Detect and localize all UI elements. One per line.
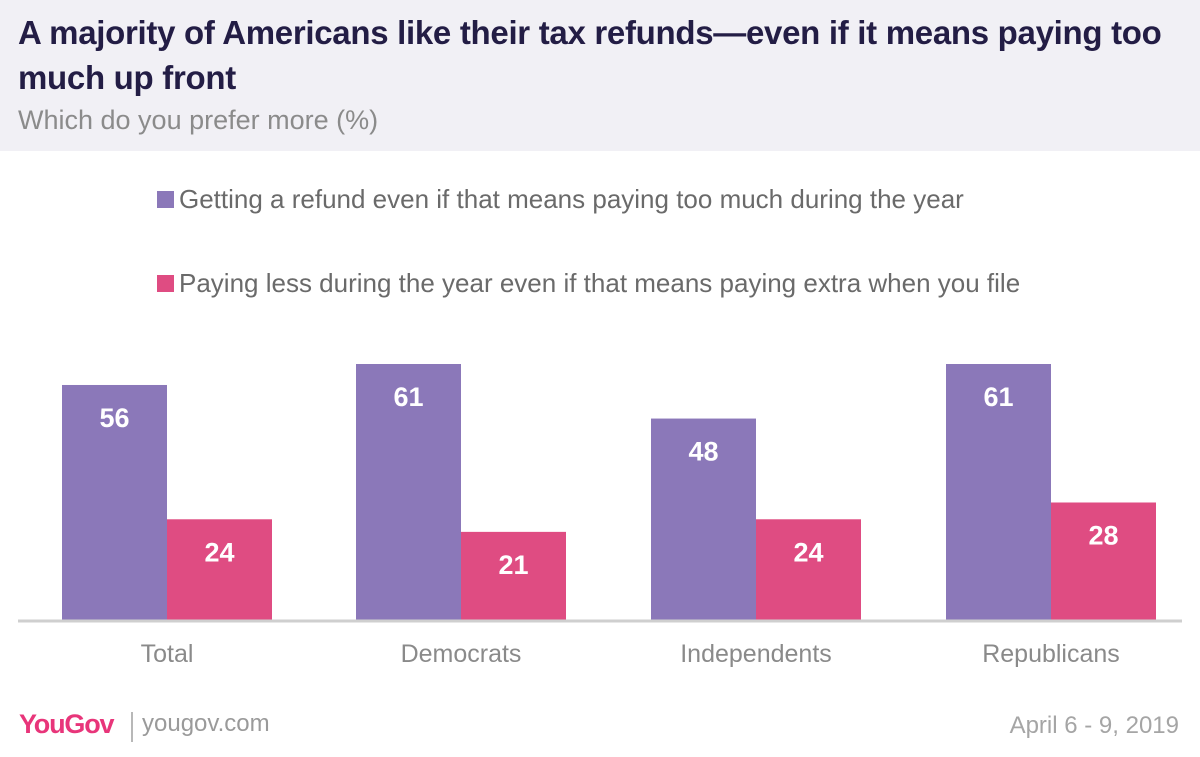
bar-republicans-series-1 bbox=[946, 364, 1051, 620]
legend-label-refund: Getting a refund even if that means payi… bbox=[179, 184, 964, 214]
logo-text: YouGov bbox=[19, 709, 115, 739]
footer-date: April 6 - 9, 2019 bbox=[1009, 712, 1179, 739]
data-label: 24 bbox=[204, 537, 234, 567]
footer-divider bbox=[131, 712, 133, 742]
chart-subtitle: Which do you prefer more (%) bbox=[18, 105, 379, 135]
bar-total-series-1 bbox=[62, 384, 167, 620]
legend-label-pay-less: Paying less during the year even if that… bbox=[179, 268, 1021, 298]
legend-swatch-pay-less bbox=[157, 275, 174, 292]
data-label: 48 bbox=[688, 437, 718, 467]
category-label: Democrats bbox=[401, 640, 522, 668]
data-label: 28 bbox=[1088, 520, 1118, 550]
header-band: A majority of Americans like their tax r… bbox=[0, 0, 1200, 151]
data-label: 56 bbox=[99, 403, 129, 433]
bar-democrats-series-2 bbox=[461, 531, 566, 620]
footer-url: yougov.com bbox=[142, 710, 270, 737]
data-label: 61 bbox=[983, 382, 1013, 412]
bar-republicans-series-2 bbox=[1051, 502, 1156, 620]
category-label: Republicans bbox=[982, 640, 1120, 668]
chart-title: A majority of Americans like their tax r… bbox=[18, 14, 1162, 96]
data-label: 24 bbox=[793, 537, 823, 567]
bar-independents-series-1 bbox=[651, 418, 756, 620]
data-label: 61 bbox=[393, 382, 423, 412]
yougov-logo: YouGov bbox=[19, 709, 115, 740]
data-label: 21 bbox=[498, 550, 528, 580]
bar-democrats-series-1 bbox=[356, 364, 461, 620]
bar-independents-series-2 bbox=[756, 519, 861, 620]
bar-total-series-2 bbox=[167, 519, 272, 620]
legend-swatch-refund bbox=[157, 191, 174, 208]
category-label: Total bbox=[141, 640, 194, 668]
category-label: Independents bbox=[680, 640, 832, 668]
